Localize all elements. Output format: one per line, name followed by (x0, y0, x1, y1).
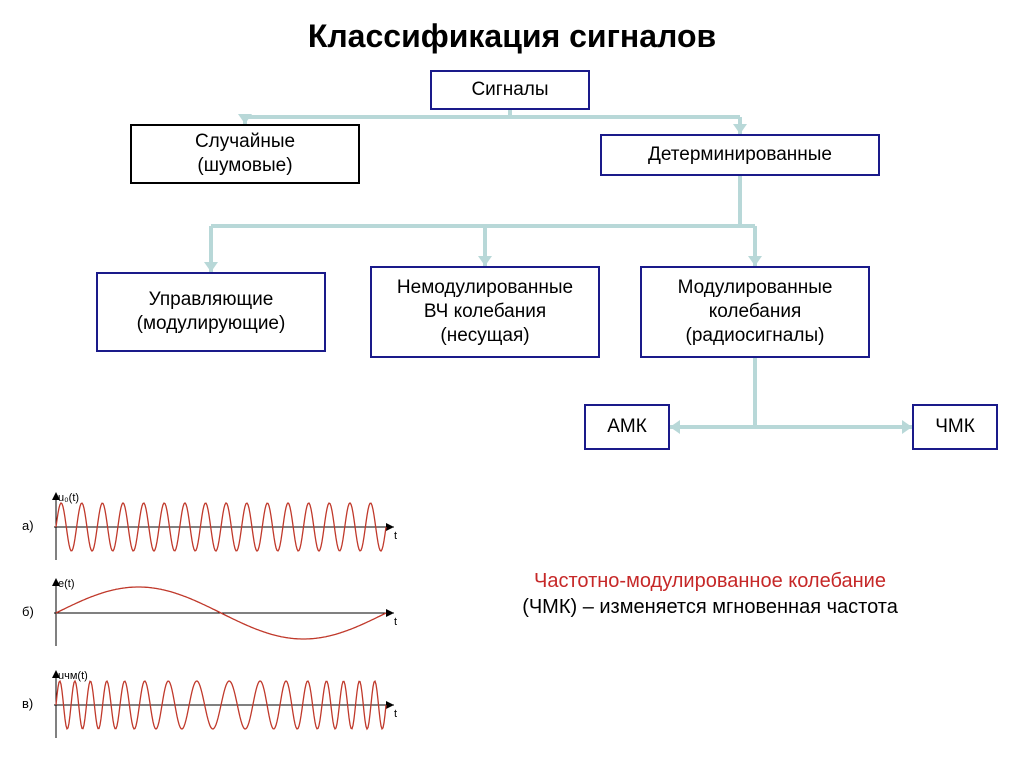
description-line-1: Частотно-модулированное колебание (450, 570, 970, 593)
description-line-2: (ЧМК) – изменяется мгновенная частота (450, 596, 970, 619)
node-chmk: ЧМК (912, 404, 998, 450)
node-unmod: НемодулированныеВЧ колебания(несущая) (370, 266, 600, 358)
wave-svg (46, 490, 406, 564)
node-control: Управляющие(модулирующие) (96, 272, 326, 352)
node-determ: Детерминированные (600, 134, 880, 176)
wave-panel-1: б)e(t)t (22, 576, 412, 650)
wave-label: а) (22, 518, 34, 533)
wave-label: б) (22, 604, 34, 619)
wave-panel-2: в)uчм(t)t (22, 668, 412, 742)
wave-svg (46, 576, 406, 650)
node-root: Сигналы (430, 70, 590, 110)
wave-svg (46, 668, 406, 742)
wave-panel-0: а)u₀(t)t (22, 490, 412, 564)
wave-label: в) (22, 696, 33, 711)
node-random: Случайные(шумовые) (130, 124, 360, 184)
node-mod: Модулированныеколебания(радиосигналы) (640, 266, 870, 358)
page-title: Классификация сигналов (0, 18, 1024, 55)
node-amk: АМК (584, 404, 670, 450)
